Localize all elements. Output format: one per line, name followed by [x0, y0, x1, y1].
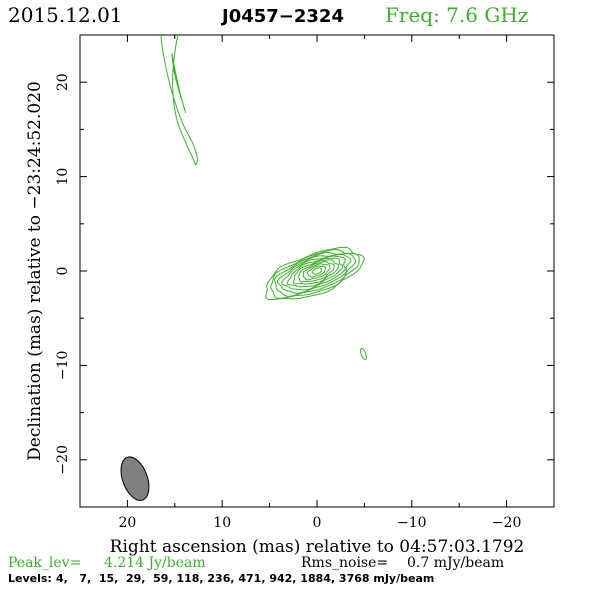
y-tick-label: −10	[55, 351, 71, 381]
beam-ellipse	[120, 456, 150, 501]
y-tick-label: 10	[55, 168, 71, 186]
x-tick-label: 0	[313, 515, 322, 531]
core-contour	[306, 265, 327, 278]
x-tick-label: 20	[118, 515, 136, 531]
core-contour	[298, 261, 335, 283]
peak-value: 4.214 Jy/beam	[104, 555, 206, 571]
x-tick-label: −10	[397, 515, 427, 531]
core-contour	[311, 267, 322, 275]
x-tick-labels: 20 10 0 −10 −20	[118, 515, 521, 531]
rms-value: 0.7 mJy/beam	[407, 555, 504, 571]
y-tick-labels: 20 10 0 −10 −20	[55, 73, 71, 474]
core-contour	[274, 251, 357, 297]
y-tick-label: 20	[55, 73, 71, 91]
axis-ticks	[79, 34, 555, 508]
small-blob-contour	[360, 347, 367, 361]
plot-frame	[79, 34, 555, 508]
jet-contour-inner	[171, 52, 187, 114]
contour-group	[160, 34, 367, 361]
source-name: J0457−2324	[220, 6, 344, 27]
y-axis-title: Declination (mas) relative to −23:24:52.…	[25, 81, 45, 461]
frequency-label: Freq: 7.6 GHz	[385, 3, 528, 27]
core-contour	[286, 257, 344, 288]
x-axis-title: Right ascension (mas) relative to 04:57:…	[110, 537, 525, 557]
y-tick-label: −20	[55, 445, 71, 475]
jet-contour-outer	[160, 34, 198, 166]
levels-label: Levels:	[8, 572, 52, 585]
rms-label: Rms_noise=	[301, 555, 388, 571]
y-tick-label: 0	[55, 267, 71, 276]
core-contour	[281, 255, 346, 291]
levels-values: 4, 7, 15, 29, 59, 118, 236, 471, 942, 18…	[56, 572, 434, 585]
core-contour	[270, 249, 360, 299]
x-tick-label: −20	[492, 515, 522, 531]
core-contour	[292, 259, 340, 285]
epoch-date: 2015.12.01	[8, 3, 123, 27]
peak-label: Peak_lev=	[8, 555, 81, 571]
core-contour	[302, 263, 331, 281]
x-tick-label: 10	[213, 515, 231, 531]
core-contour	[276, 253, 352, 294]
